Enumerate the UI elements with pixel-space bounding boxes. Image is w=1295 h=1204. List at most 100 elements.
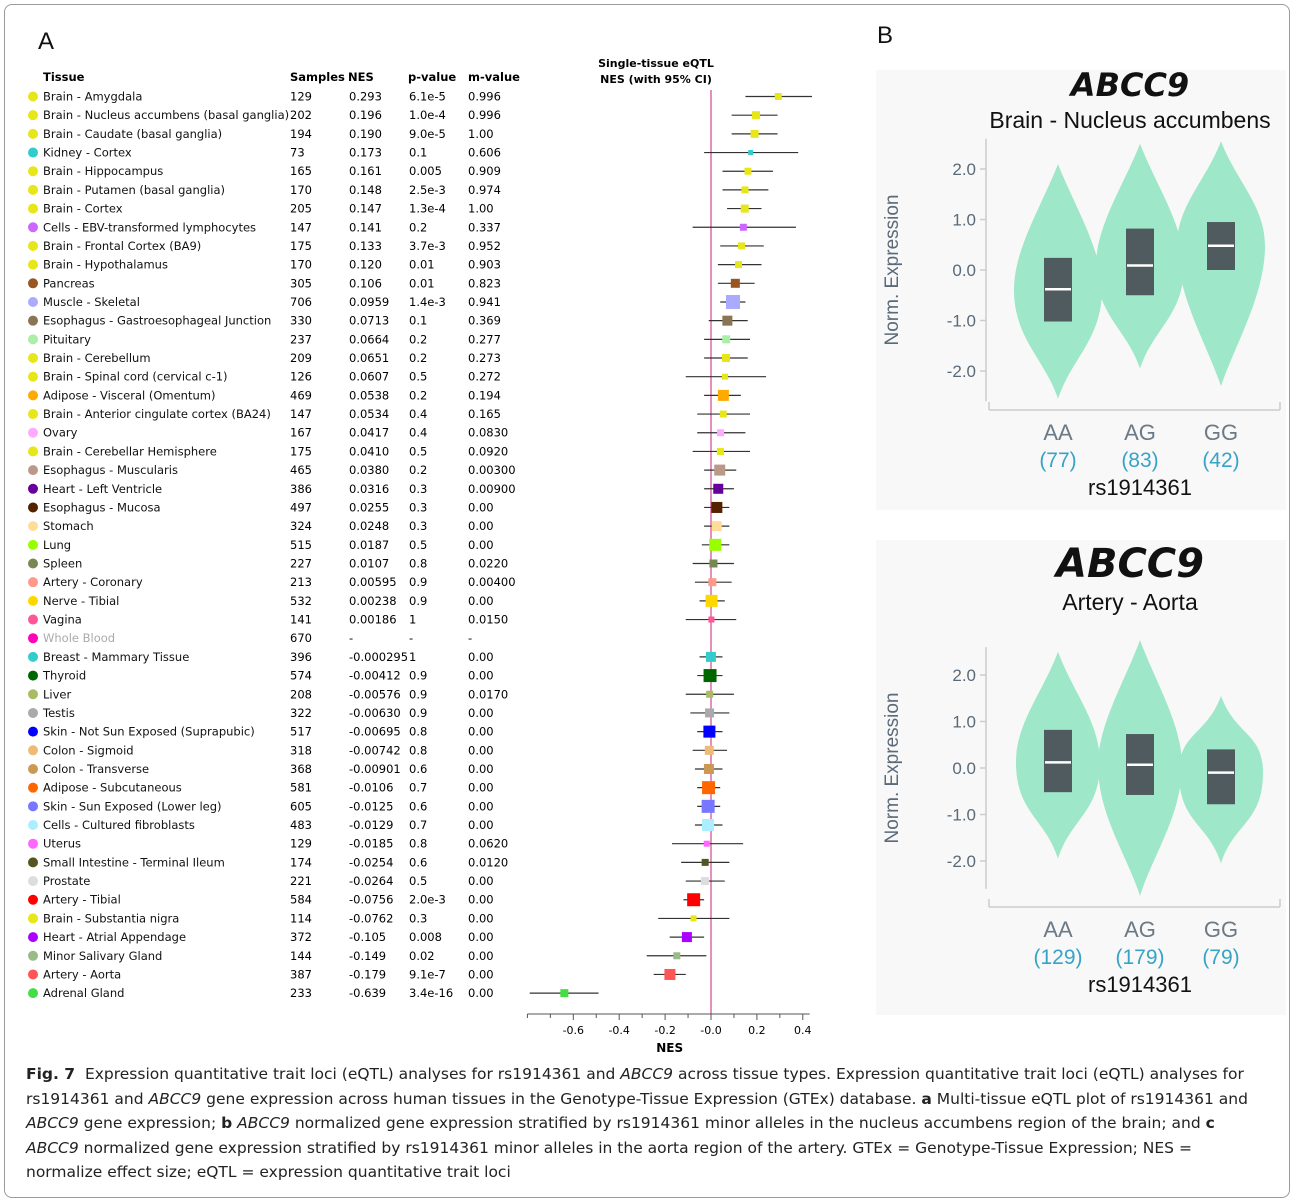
tissue-color-dot xyxy=(28,539,38,550)
pvalue-value: 0.5 xyxy=(409,874,427,888)
nes-point xyxy=(735,261,743,269)
tissue-color-dot xyxy=(28,913,38,924)
tissue-color-dot xyxy=(28,315,38,326)
mvalue-value: 0.00 xyxy=(468,893,494,907)
samples-value: 305 xyxy=(290,276,312,290)
x-tick-label: 0.4 xyxy=(794,1024,812,1037)
mvalue-value: 0.00400 xyxy=(468,575,516,589)
x-tick-label: -0.4 xyxy=(608,1024,629,1037)
tissue-label: Esophagus - Mucosa xyxy=(43,500,161,514)
col-header-nes: NES xyxy=(348,70,374,84)
tissue-label: Brain - Hippocampus xyxy=(43,164,163,178)
iqr-box xyxy=(1207,749,1235,805)
y-tick-label: 2.0 xyxy=(952,160,976,179)
nes-point xyxy=(717,389,729,401)
tissue-label: Small Intestine - Terminal Ileum xyxy=(43,855,225,869)
violin-panel-b: ABCC9 Brain - Nucleus accumbens 2.0 1.0 0.0 -… xyxy=(876,66,1286,510)
nes-point xyxy=(744,167,752,175)
samples-value: 205 xyxy=(290,202,312,216)
nes-value: 0.147 xyxy=(349,202,382,216)
tissue-label: Artery - Aorta xyxy=(43,967,121,981)
caption-gene: ABCC9 xyxy=(26,1114,79,1132)
mvalue-value: 0.941 xyxy=(468,295,501,309)
gene-title: ABCC9 xyxy=(1068,70,1189,104)
tissue-label: Brain - Cortex xyxy=(43,202,123,216)
mvalue-value: 0.00 xyxy=(468,949,494,963)
caption-s1-pre: Expression quantitative trait loci (eQTL… xyxy=(84,1065,621,1083)
mvalue-value: 1.00 xyxy=(468,202,494,216)
y-tick-label: 1.0 xyxy=(952,211,976,230)
nes-value: 0.0417 xyxy=(349,426,389,440)
samples-value: 202 xyxy=(290,108,312,122)
mvalue-value: 0.0170 xyxy=(468,687,508,701)
tissue-label: Muscle - Skeletal xyxy=(43,295,140,309)
nes-value: -0.0129 xyxy=(349,818,393,832)
caption-s1-post: across tissue types. Expression quantita… xyxy=(26,1065,1244,1108)
tissue-color-dot xyxy=(28,689,38,700)
tissue-label: Adrenal Gland xyxy=(43,986,124,1000)
nes-value: -0.0762 xyxy=(349,911,393,925)
y-tick-label: -1.0 xyxy=(947,806,976,825)
nes-value: -0.149 xyxy=(349,949,386,963)
nes-point xyxy=(703,669,717,683)
mvalue-value: 0.277 xyxy=(468,332,501,346)
nes-point xyxy=(701,858,709,866)
nes-value: -0.00695 xyxy=(349,725,401,739)
mvalue-value: 0.823 xyxy=(468,276,501,290)
pvalue-value: 0.5 xyxy=(409,370,427,384)
mvalue-value: 0.0830 xyxy=(468,426,508,440)
gene-title: ABCC9 xyxy=(1053,541,1204,587)
nes-value: -0.105 xyxy=(349,930,386,944)
tissue-color-dot xyxy=(28,707,38,718)
genotype-label: AA xyxy=(1043,420,1073,445)
tissue-label: Liver xyxy=(43,687,71,701)
tissue-label: Minor Salivary Gland xyxy=(43,949,162,963)
mvalue-value: 0.00 xyxy=(468,874,494,888)
nes-value: -0.0125 xyxy=(349,799,393,813)
mvalue-value: 0.0150 xyxy=(468,613,508,627)
pvalue-value: 0.1 xyxy=(409,146,427,160)
y-tick-label: -2.0 xyxy=(947,852,976,871)
tissue-color-dot xyxy=(28,446,38,457)
pvalue-value: 9.0e-5 xyxy=(409,127,446,141)
pvalue-value: 0.9 xyxy=(409,575,427,589)
nes-value: 0.0107 xyxy=(349,557,389,571)
samples-value: 209 xyxy=(290,351,312,365)
mvalue-value: 0.00 xyxy=(468,986,494,1000)
mvalue-value: 0.974 xyxy=(468,183,501,197)
mvalue-value: 0.996 xyxy=(468,108,501,122)
mvalue-value: 0.00 xyxy=(468,725,494,739)
tissue-color-dot xyxy=(28,334,38,345)
samples-value: 144 xyxy=(290,949,312,963)
forest-title-line1: Single-tissue eQTL xyxy=(598,57,714,70)
samples-value: 515 xyxy=(290,538,312,552)
nes-value: 0.0380 xyxy=(349,463,389,477)
pvalue-value: 0.2 xyxy=(409,351,427,365)
tissue-label: Thyroid xyxy=(42,669,86,683)
tissue-label: Artery - Coronary xyxy=(43,575,143,589)
pvalue-value: 0.4 xyxy=(409,407,427,421)
nes-point xyxy=(713,483,724,494)
caption-gene: ABCC9 xyxy=(620,1065,674,1083)
tissue-label: Ovary xyxy=(43,426,78,440)
mvalue-value: 0.952 xyxy=(468,239,501,253)
tissue-label: Brain - Hypothalamus xyxy=(43,258,168,272)
nes-point xyxy=(703,725,716,738)
samples-value: 368 xyxy=(290,762,312,776)
tissue-color-dot xyxy=(28,988,38,999)
tissue-color-dot xyxy=(28,969,38,980)
samples-value: 465 xyxy=(290,463,312,477)
tissue-color-dot xyxy=(28,950,38,961)
tissue-label: Vagina xyxy=(43,613,82,627)
pvalue-value: 0.5 xyxy=(409,538,427,552)
pvalue-value: 0.4 xyxy=(409,426,427,440)
pvalue-value: 0.3 xyxy=(409,519,427,533)
col-header-pvalue: p-value xyxy=(408,70,456,84)
nes-point xyxy=(687,893,701,907)
y-tick-label: 0.0 xyxy=(952,759,976,778)
mvalue-value: 0.00 xyxy=(468,781,494,795)
nes-value: 0.133 xyxy=(349,239,382,253)
tissue-label: Brain - Cerebellum xyxy=(43,351,151,365)
nes-point xyxy=(664,968,676,980)
genotype-label: AG xyxy=(1124,420,1156,445)
